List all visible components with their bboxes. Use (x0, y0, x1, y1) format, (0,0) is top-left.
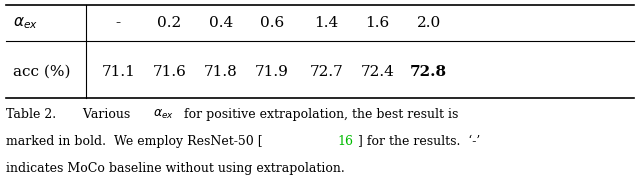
Text: 71.9: 71.9 (255, 65, 289, 79)
Text: -: - (116, 16, 121, 30)
Text: 16: 16 (337, 135, 353, 148)
Text: 71.6: 71.6 (153, 65, 186, 79)
Text: 0.4: 0.4 (209, 16, 233, 30)
Text: $\alpha_{ex}$: $\alpha_{ex}$ (13, 15, 38, 31)
Text: acc (%): acc (%) (13, 65, 70, 79)
Text: indicates MoCo baseline without using extrapolation.: indicates MoCo baseline without using ex… (6, 162, 345, 175)
Text: $\alpha_{ex}$: $\alpha_{ex}$ (153, 108, 173, 121)
Text: 72.8: 72.8 (410, 65, 447, 79)
Text: 2.0: 2.0 (417, 16, 441, 30)
Text: 0.2: 0.2 (157, 16, 182, 30)
Text: marked in bold.  We employ ResNet-50 [: marked in bold. We employ ResNet-50 [ (6, 135, 263, 148)
Text: 71.8: 71.8 (204, 65, 237, 79)
Text: 1.6: 1.6 (365, 16, 390, 30)
Text: 0.6: 0.6 (260, 16, 284, 30)
Text: 72.7: 72.7 (310, 65, 343, 79)
Text: 71.1: 71.1 (102, 65, 135, 79)
Text: ] for the results.  ‘-’: ] for the results. ‘-’ (358, 135, 481, 148)
Text: 1.4: 1.4 (314, 16, 339, 30)
Text: Table 2.: Table 2. (6, 108, 56, 121)
Text: for positive extrapolation, the best result is: for positive extrapolation, the best res… (180, 108, 458, 121)
Text: Various: Various (71, 108, 134, 121)
Text: 72.4: 72.4 (361, 65, 394, 79)
